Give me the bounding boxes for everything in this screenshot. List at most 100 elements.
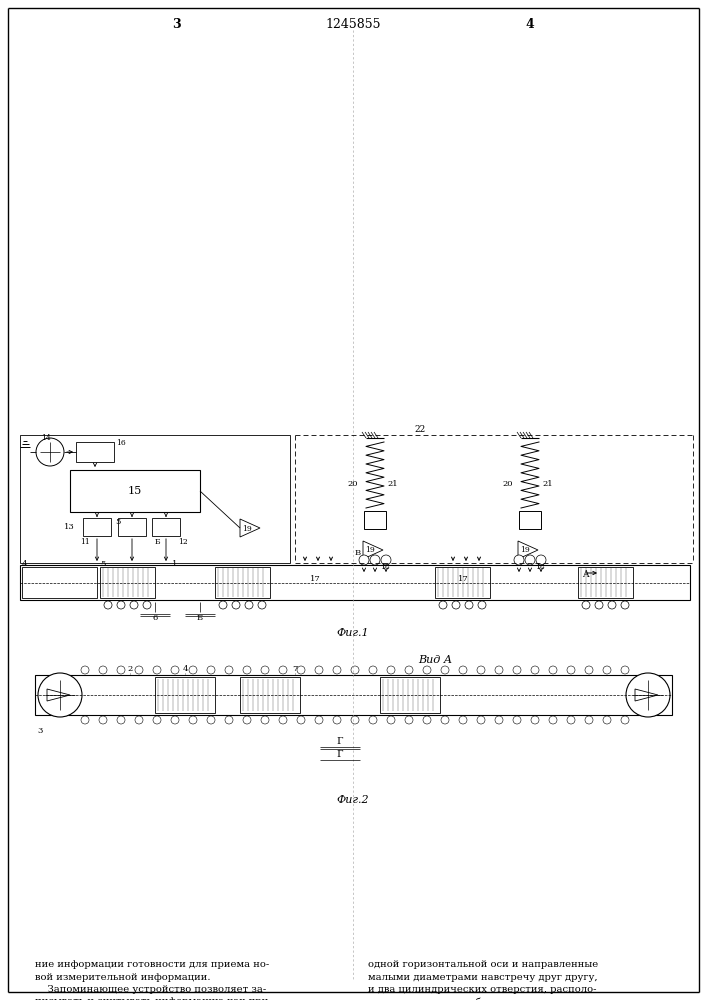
Circle shape	[477, 716, 485, 724]
Text: 13: 13	[64, 523, 75, 531]
Circle shape	[495, 666, 503, 674]
Text: 14: 14	[41, 434, 51, 442]
Circle shape	[130, 601, 138, 609]
Circle shape	[525, 555, 535, 565]
Circle shape	[232, 601, 240, 609]
Circle shape	[143, 601, 151, 609]
Circle shape	[207, 716, 215, 724]
Circle shape	[117, 716, 125, 724]
Bar	[20, 435, 290, 563]
Circle shape	[153, 666, 161, 674]
Text: Г: Г	[337, 737, 344, 746]
Bar	[22, 567, 97, 598]
Polygon shape	[363, 541, 383, 559]
Circle shape	[189, 666, 197, 674]
Text: малыми диаметрами навстречу друг другу,: малыми диаметрами навстречу друг другу,	[368, 972, 597, 982]
Circle shape	[81, 716, 89, 724]
Bar	[35, 675, 672, 715]
Text: вой измерительной информации.: вой измерительной информации.	[35, 972, 211, 982]
Circle shape	[279, 716, 287, 724]
Circle shape	[243, 716, 251, 724]
Bar	[578, 567, 633, 598]
Circle shape	[621, 666, 629, 674]
Text: Б: Б	[155, 538, 160, 546]
Circle shape	[261, 666, 269, 674]
Text: 19: 19	[365, 546, 375, 554]
Bar	[70, 470, 200, 512]
Bar	[76, 442, 114, 462]
Circle shape	[465, 601, 473, 609]
Circle shape	[495, 716, 503, 724]
Circle shape	[405, 716, 413, 724]
Bar	[380, 677, 440, 713]
Circle shape	[567, 716, 575, 724]
Circle shape	[478, 601, 486, 609]
Text: 21: 21	[387, 480, 397, 488]
Circle shape	[369, 716, 377, 724]
Text: 17: 17	[310, 575, 320, 583]
Circle shape	[423, 666, 431, 674]
Text: 1245855: 1245855	[325, 18, 381, 31]
Text: и два цилиндрических отверстия, располо-: и два цилиндрических отверстия, располо-	[368, 985, 597, 994]
Circle shape	[513, 716, 521, 724]
Circle shape	[441, 716, 449, 724]
Bar	[83, 518, 111, 536]
Bar	[118, 518, 146, 536]
Circle shape	[452, 601, 460, 609]
Circle shape	[315, 716, 323, 724]
Circle shape	[261, 716, 269, 724]
Text: B: B	[355, 549, 361, 557]
Polygon shape	[518, 541, 538, 559]
Circle shape	[621, 601, 629, 609]
Circle shape	[117, 601, 125, 609]
Circle shape	[531, 716, 539, 724]
Circle shape	[441, 666, 449, 674]
Circle shape	[359, 555, 369, 565]
Circle shape	[153, 716, 161, 724]
Text: одной горизонтальной оси и направленные: одной горизонтальной оси и направленные	[368, 960, 598, 969]
Circle shape	[513, 666, 521, 674]
Polygon shape	[47, 689, 70, 701]
Circle shape	[219, 601, 227, 609]
Text: 15: 15	[128, 486, 142, 496]
Circle shape	[549, 716, 557, 724]
Circle shape	[351, 666, 359, 674]
Circle shape	[370, 555, 380, 565]
Circle shape	[207, 666, 215, 674]
Text: 18: 18	[380, 563, 390, 571]
Text: Г: Г	[337, 750, 344, 759]
Circle shape	[104, 601, 112, 609]
Circle shape	[514, 555, 524, 565]
Circle shape	[81, 666, 89, 674]
Bar	[240, 677, 300, 713]
Text: 4: 4	[22, 560, 28, 568]
Bar	[152, 518, 180, 536]
Text: 17: 17	[457, 575, 468, 583]
Circle shape	[603, 716, 611, 724]
Circle shape	[99, 666, 107, 674]
Circle shape	[258, 601, 266, 609]
Circle shape	[381, 555, 391, 565]
Text: 4: 4	[182, 665, 188, 673]
Circle shape	[567, 666, 575, 674]
Circle shape	[595, 601, 603, 609]
Circle shape	[423, 716, 431, 724]
Circle shape	[279, 666, 287, 674]
Circle shape	[387, 666, 395, 674]
Circle shape	[621, 716, 629, 724]
Circle shape	[531, 666, 539, 674]
Circle shape	[405, 666, 413, 674]
Text: 1: 1	[173, 560, 177, 568]
Text: 11: 11	[80, 538, 90, 546]
Text: женные со стороны больших диаметров ко-: женные со стороны больших диаметров ко-	[368, 998, 599, 1000]
Text: 20: 20	[502, 480, 513, 488]
Circle shape	[536, 555, 546, 565]
Circle shape	[225, 666, 233, 674]
Circle shape	[171, 666, 179, 674]
Text: 2: 2	[127, 665, 133, 673]
Circle shape	[626, 673, 670, 717]
Bar	[20, 565, 690, 600]
Circle shape	[459, 716, 467, 724]
Circle shape	[297, 666, 305, 674]
Text: A: A	[582, 570, 588, 579]
